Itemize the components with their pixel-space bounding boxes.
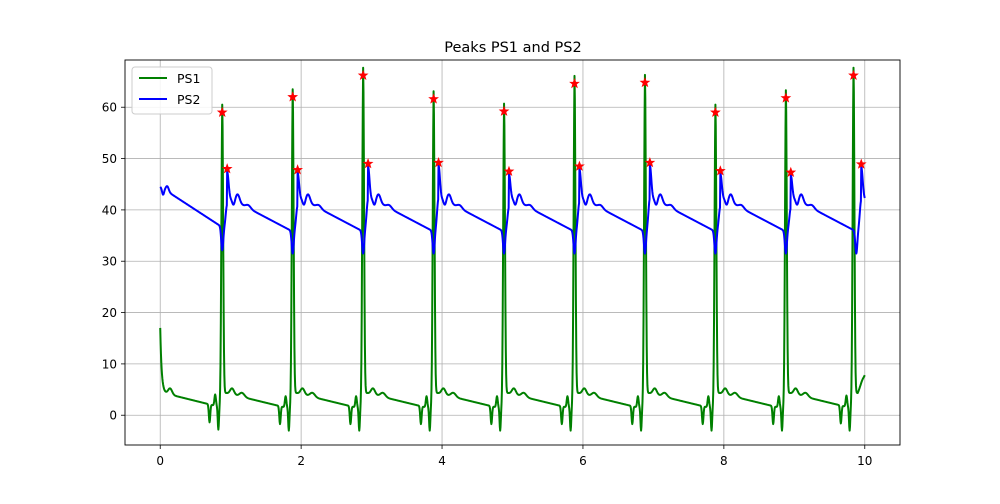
chart-title: Peaks PS1 and PS2 <box>444 40 581 56</box>
peak-marker-ps2 <box>855 158 867 169</box>
legend-label-ps2: PS2 <box>177 92 200 107</box>
series-line-ps1 <box>159 66 866 432</box>
peak-marker-ps1 <box>848 69 859 80</box>
peak-marker-ps2 <box>714 165 726 176</box>
y-tick-label: 0 <box>109 409 117 423</box>
peak-marker-ps1 <box>710 106 721 117</box>
x-tick-label: 2 <box>297 454 305 468</box>
x-tick-label: 0 <box>156 454 164 468</box>
legend[interactable]: PS1 PS2 <box>131 66 213 115</box>
peak-marker-ps2 <box>574 160 585 171</box>
peak-marker-ps2 <box>644 157 656 168</box>
peak-marker-ps1 <box>639 76 651 88</box>
peak-marker-ps2 <box>503 165 515 176</box>
series-layer <box>159 66 866 432</box>
series-line-ps2 <box>159 164 866 255</box>
y-tick-label: 20 <box>102 306 117 320</box>
legend-label-ps1: PS1 <box>177 71 200 86</box>
peak-marker-ps1 <box>498 105 510 116</box>
peak-marker-ps1 <box>428 93 439 104</box>
peak-marker-ps2 <box>362 158 374 169</box>
ticks: 0 2 4 6 8 10 0 10 20 30 40 50 60 <box>102 101 873 468</box>
y-tick-label: 60 <box>102 101 117 115</box>
peak-marker-ps1 <box>287 91 299 102</box>
peak-marker-ps1 <box>216 106 228 117</box>
x-tick-label: 4 <box>438 454 446 468</box>
y-tick-label: 50 <box>102 152 117 166</box>
y-tick-label: 10 <box>102 357 117 371</box>
peak-marker-ps1 <box>569 77 580 89</box>
peak-marker-ps2 <box>433 157 444 168</box>
axes-frame <box>124 59 901 446</box>
peak-marker-ps2 <box>785 166 797 178</box>
peak-marker-ps1 <box>357 69 369 80</box>
y-tick-label: 30 <box>102 255 117 269</box>
peak-marker-ps1 <box>780 92 792 103</box>
grid <box>125 60 900 445</box>
x-tick-label: 6 <box>579 454 587 468</box>
x-tick-label: 10 <box>857 454 872 468</box>
peak-markers <box>216 69 867 178</box>
peak-marker-ps2 <box>221 163 233 174</box>
y-tick-label: 40 <box>102 203 117 217</box>
peak-marker-ps2 <box>292 164 304 175</box>
x-tick-label: 8 <box>720 454 728 468</box>
